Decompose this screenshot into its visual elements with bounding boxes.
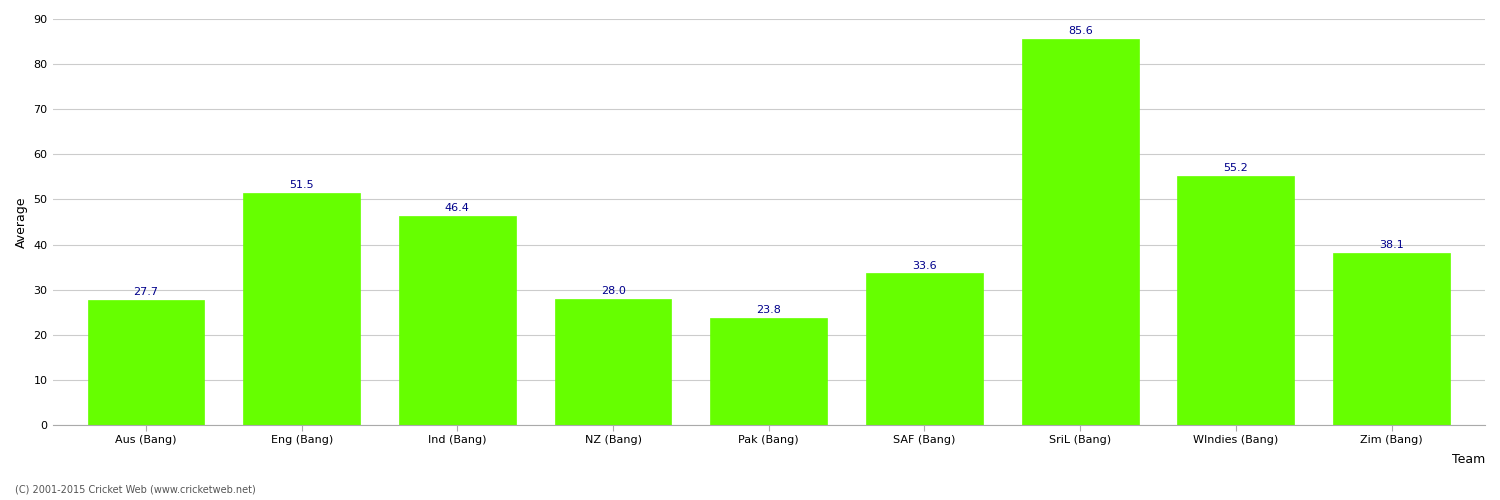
Text: 85.6: 85.6 <box>1068 26 1092 36</box>
Text: 51.5: 51.5 <box>290 180 314 190</box>
Bar <box>1334 253 1450 425</box>
X-axis label: Team: Team <box>1452 454 1485 466</box>
Bar <box>87 300 204 425</box>
Text: 46.4: 46.4 <box>446 203 470 213</box>
Text: 55.2: 55.2 <box>1224 164 1248 173</box>
Bar <box>711 318 827 425</box>
Bar <box>399 216 516 425</box>
Y-axis label: Average: Average <box>15 196 28 248</box>
Bar <box>1178 176 1294 425</box>
Text: 27.7: 27.7 <box>134 288 159 298</box>
Text: 38.1: 38.1 <box>1378 240 1404 250</box>
Bar <box>243 192 360 425</box>
Bar <box>555 298 672 425</box>
Text: (C) 2001-2015 Cricket Web (www.cricketweb.net): (C) 2001-2015 Cricket Web (www.cricketwe… <box>15 485 255 495</box>
Text: 23.8: 23.8 <box>756 305 782 315</box>
Bar <box>865 274 982 425</box>
Bar <box>1022 39 1138 425</box>
Text: 33.6: 33.6 <box>912 261 938 271</box>
Text: 28.0: 28.0 <box>600 286 625 296</box>
